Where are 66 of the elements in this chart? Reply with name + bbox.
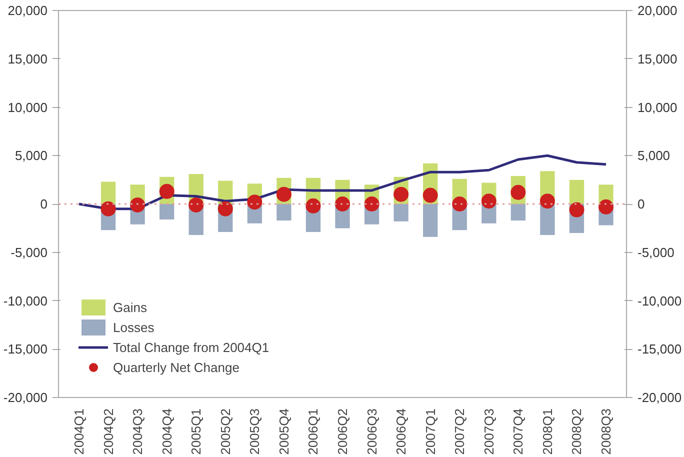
x-tick-label: 2004Q3 (130, 408, 146, 455)
x-tick-label: 2007Q4 (510, 408, 526, 455)
y-tick-label: -10,000 (3, 293, 48, 308)
x-tick-label: 2008Q3 (598, 408, 614, 455)
point (306, 198, 321, 214)
x-tick-label: 2006Q3 (364, 408, 380, 455)
y2-tick-label: -5,000 (638, 244, 674, 260)
y-tick-label: -20,000 (3, 390, 48, 405)
y-tick-label: 15,000 (8, 51, 48, 66)
point (335, 196, 350, 212)
bar (423, 204, 438, 237)
bar (510, 204, 526, 220)
point (100, 201, 116, 216)
point (364, 196, 380, 212)
point (598, 199, 614, 214)
x-tick-label: 2008Q1 (540, 408, 555, 455)
bar (394, 204, 408, 222)
point (247, 194, 262, 210)
point (276, 186, 292, 202)
x-tick-label: 2004Q2 (100, 408, 116, 455)
y-tick-label: 20,000 (8, 3, 48, 18)
point (218, 201, 233, 216)
x-tick-label: 2004Q4 (159, 408, 174, 455)
point (130, 197, 146, 212)
x-tick-label: 2006Q2 (335, 408, 350, 455)
x-tick-label: 2008Q2 (569, 408, 584, 455)
point (422, 188, 438, 203)
x-tick-label: 2006Q4 (394, 408, 409, 455)
y-tick-label: 5,000 (14, 148, 48, 164)
legend-label: Quarterly Net Change (113, 360, 240, 374)
bar (276, 204, 292, 220)
y2-tick-label: -20,000 (638, 390, 682, 405)
point (569, 202, 584, 218)
y-tick-label: 10,000 (8, 100, 48, 115)
bar (100, 182, 116, 204)
x-tick-label: 2006Q1 (306, 408, 321, 455)
bar (160, 204, 174, 220)
y2-tick-label: -15,000 (638, 342, 682, 357)
y2-tick-label: 15,000 (638, 51, 678, 66)
y2-tick-label: 0 (638, 196, 645, 212)
point (159, 184, 174, 199)
y-tick-label: 0 (40, 196, 48, 212)
y2-tick-label: 10,000 (638, 100, 678, 115)
x-tick-label: 2007Q3 (481, 408, 496, 455)
x-tick-label: 2005Q1 (188, 408, 204, 455)
legend-label: Gains (113, 300, 147, 314)
y-tick-label: -15,000 (3, 342, 48, 357)
y2-tick-label: 5,000 (638, 148, 670, 164)
point (394, 186, 409, 202)
bar (569, 180, 584, 204)
x-tick-label: 2005Q3 (247, 408, 262, 455)
x-tick-label: 2007Q2 (452, 408, 468, 455)
point (510, 184, 526, 200)
y2-tick-label: 20,000 (638, 3, 678, 18)
point (540, 194, 555, 209)
point (452, 196, 468, 212)
y2-tick-label: -10,000 (638, 293, 682, 308)
legend-label: Losses (113, 320, 154, 334)
x-tick-label: 2005Q4 (276, 408, 292, 455)
point (481, 194, 496, 209)
point (188, 197, 204, 212)
x-tick-label: 2005Q2 (218, 408, 233, 455)
legend-label: Total Change from 2004Q1 (113, 340, 270, 354)
x-tick-label: 2007Q1 (422, 408, 438, 455)
y-tick-label: -5,000 (10, 244, 48, 260)
x-tick-label: 2004Q1 (71, 408, 86, 455)
